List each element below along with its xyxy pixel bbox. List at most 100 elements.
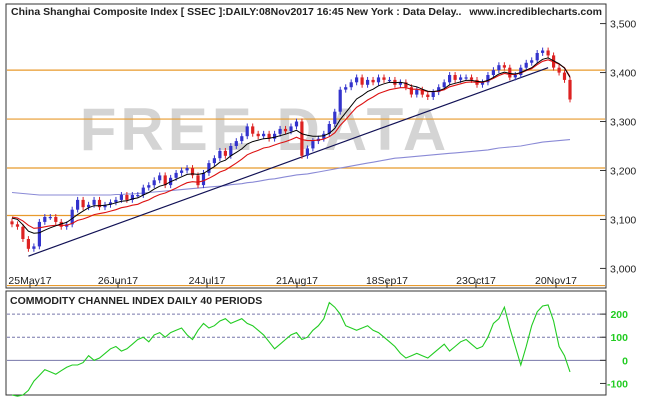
- cci-tick-label: 200: [610, 309, 628, 321]
- candle-body: [431, 92, 435, 97]
- candle-body: [344, 87, 348, 90]
- candle-body: [480, 82, 485, 85]
- trendline: [28, 67, 549, 257]
- candle-body: [10, 221, 14, 225]
- candle-body: [437, 87, 441, 93]
- cci-line-group: [11, 301, 571, 397]
- candle-body: [70, 209, 74, 225]
- candle-body: [92, 199, 96, 205]
- candle-body: [212, 158, 216, 164]
- y-tick-label: 3,200: [610, 165, 636, 177]
- candle-body: [262, 133, 266, 137]
- x-tick-label: 18Sep17: [366, 275, 408, 287]
- candle-body: [557, 67, 561, 73]
- candle-body: [333, 111, 337, 124]
- candle-body: [426, 94, 430, 97]
- candle-body: [103, 204, 107, 208]
- candle-body: [294, 121, 299, 127]
- candle-body: [251, 126, 255, 134]
- candle-body: [442, 82, 446, 88]
- candle-body: [245, 126, 249, 137]
- price-panel: FREE DATA China Shanghai Composite Index…: [5, 3, 636, 289]
- candle-body: [404, 82, 408, 88]
- x-tick-label: 20Nov17: [535, 275, 577, 287]
- candle-body: [48, 217, 52, 219]
- cci-y-axis: 200 100 0 -100: [600, 309, 628, 390]
- cci-panel-border: [5, 290, 607, 396]
- candle-body: [174, 172, 178, 178]
- candle-body: [278, 128, 282, 134]
- candle-body: [453, 75, 457, 80]
- x-tick-label: 21Aug17: [276, 275, 318, 287]
- candle-body: [311, 141, 315, 149]
- candle-body: [119, 195, 123, 200]
- candle-body: [21, 226, 25, 239]
- candle-body: [207, 163, 211, 173]
- candle-body: [37, 221, 41, 247]
- candle-body: [81, 199, 85, 208]
- x-tick-label: 25May17: [8, 275, 51, 287]
- candle-body: [464, 77, 468, 79]
- candle-body: [360, 77, 364, 85]
- x-tick-label: 26Jun17: [98, 275, 138, 287]
- cci-tick-label: -100: [607, 378, 628, 390]
- candle-body: [234, 141, 238, 146]
- candlesticks: [10, 47, 572, 252]
- candle-body: [409, 87, 413, 95]
- candle-body: [338, 89, 342, 112]
- candle-body: [43, 217, 47, 222]
- candle-body: [355, 77, 359, 83]
- candle-body: [448, 75, 452, 83]
- x-tick-label: 23Oct17: [456, 275, 496, 287]
- cci-line: [11, 301, 571, 397]
- chart-title: China Shanghai Composite Index [ SSEC ]:…: [11, 6, 462, 18]
- price-y-axis: 3,500 3,400 3,300 3,200 3,100 3,000: [600, 19, 636, 275]
- trendline-group: [28, 67, 549, 257]
- candle-body: [420, 89, 424, 95]
- candle-body: [486, 75, 490, 83]
- candle-body: [114, 199, 118, 203]
- candle-body: [201, 172, 206, 186]
- y-tick-label: 3,400: [610, 68, 636, 80]
- candle-body: [152, 180, 156, 186]
- candle-body: [76, 199, 80, 210]
- x-tick-label: 24Jul17: [189, 275, 226, 287]
- candle-body: [190, 168, 195, 176]
- candle-body: [32, 246, 36, 249]
- candle-body: [256, 133, 260, 137]
- watermark-text: FREE DATA: [80, 96, 450, 163]
- y-tick-label: 3,500: [610, 19, 636, 31]
- candle-body: [376, 77, 381, 83]
- y-tick-label: 3,300: [610, 117, 636, 129]
- candle-body: [273, 133, 277, 139]
- candle-body: [568, 79, 572, 100]
- candle-body: [130, 195, 134, 200]
- y-tick-label: 3,100: [610, 214, 636, 226]
- candle-body: [147, 185, 151, 188]
- candle-body: [54, 217, 58, 222]
- candle-body: [513, 75, 517, 78]
- candle-body: [322, 133, 326, 139]
- long-ma-line: [11, 139, 571, 196]
- candle-body: [141, 187, 145, 195]
- candle-body: [502, 65, 506, 68]
- candle-body: [530, 60, 534, 63]
- candle-body: [508, 67, 512, 78]
- short-ma-line: [11, 57, 571, 234]
- candle-body: [300, 121, 304, 156]
- candle-body: [125, 195, 129, 200]
- title-background: [7, 5, 605, 18]
- site-label: www.incrediblecharts.com: [468, 6, 602, 18]
- mid-moving-average: [11, 59, 571, 229]
- candle-body: [541, 50, 545, 53]
- candle-body: [349, 82, 353, 88]
- cci-panel: COMMODITY CHANNEL INDEX DAILY 40 PERIODS…: [5, 290, 628, 397]
- candle-body: [366, 79, 370, 85]
- cci-tick-label: 0: [622, 355, 628, 367]
- price-x-axis: 25May17 26Jun17 24Jul17 21Aug17 18Sep17 23Oct…: [8, 275, 577, 288]
- candle-body: [469, 77, 474, 80]
- cci-tick-label: 100: [610, 332, 628, 344]
- candle-body: [185, 168, 189, 171]
- cci-title: COMMODITY CHANNEL INDEX DAILY 40 PERIODS: [10, 295, 262, 307]
